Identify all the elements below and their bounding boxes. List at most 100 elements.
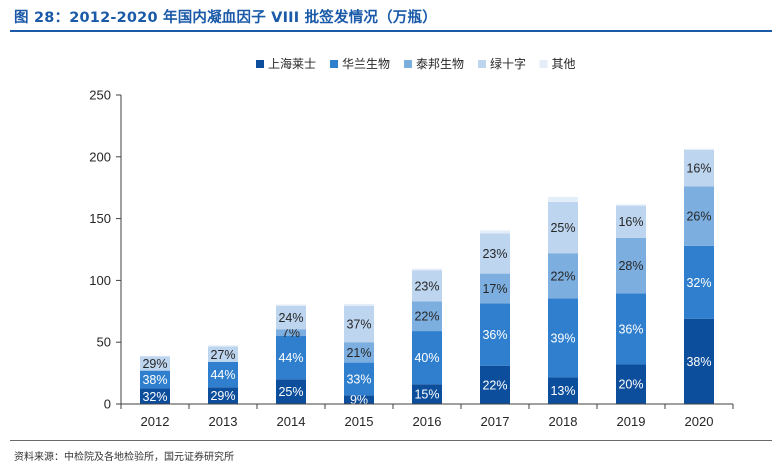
bar-segment bbox=[616, 205, 646, 238]
x-tick-label: 2015 bbox=[345, 414, 374, 429]
source-rule bbox=[10, 440, 772, 441]
bars: 32%38%29%29%44%27%25%44%7%24%9%33%21%37%… bbox=[140, 148, 714, 407]
bar-segment bbox=[548, 196, 578, 202]
data-label: 40% bbox=[414, 351, 439, 365]
x-tick-label: 2013 bbox=[209, 414, 238, 429]
bar-segment bbox=[684, 186, 714, 246]
bar-segment bbox=[616, 237, 646, 294]
bar-segment bbox=[480, 233, 510, 274]
bar-segment bbox=[616, 204, 646, 206]
bar-segment bbox=[684, 318, 714, 404]
data-label: 22% bbox=[482, 378, 507, 392]
data-label: 22% bbox=[550, 269, 575, 283]
bar-segment bbox=[412, 384, 442, 404]
y-tick-label: 200 bbox=[89, 149, 111, 164]
legend-swatch bbox=[330, 60, 338, 68]
bar-segment bbox=[344, 395, 374, 404]
bar-stack-2017: 22% 36% 17% 23% bbox=[480, 230, 510, 404]
y-tick-label: 50 bbox=[97, 335, 111, 350]
bar-segment bbox=[344, 303, 374, 306]
bar-segment bbox=[208, 345, 238, 347]
bar-segment bbox=[480, 230, 510, 234]
bar-segment bbox=[344, 362, 374, 396]
bar-stack-2019: 20% 36% 28% 16% bbox=[616, 204, 646, 404]
y-tick-label: 250 bbox=[89, 88, 111, 103]
bar-segment bbox=[684, 148, 714, 151]
data-label: 38% bbox=[142, 373, 167, 387]
bar-stack-2016: 15% 40% 22% 23% bbox=[412, 268, 442, 404]
x-tick-label: 2019 bbox=[617, 414, 646, 429]
source-note: 资料来源：中检院及各地检验所，国元证券研究所 bbox=[14, 452, 234, 463]
data-label: 32% bbox=[686, 276, 711, 290]
legend-swatch bbox=[256, 60, 264, 68]
bar-segment bbox=[276, 329, 306, 337]
bar-stack-2013: 29% 44% 27% bbox=[208, 345, 238, 404]
x-tick-label: 2014 bbox=[277, 414, 306, 429]
bar-segment bbox=[548, 201, 578, 254]
bar-segment bbox=[412, 301, 442, 332]
bar-segment bbox=[140, 370, 170, 389]
data-label: 28% bbox=[618, 259, 643, 273]
x-tick-label: 2012 bbox=[141, 414, 170, 429]
bar-stack-2020: 38% 32% 26% 16% bbox=[684, 148, 714, 404]
data-label: 32% bbox=[142, 390, 167, 404]
data-label: 21% bbox=[346, 346, 371, 360]
legend: 上海莱士 华兰生物 泰邦生物 绿十字 其他 bbox=[256, 56, 576, 71]
bar-segment bbox=[344, 342, 374, 363]
bar-segment bbox=[480, 273, 510, 304]
data-label: 26% bbox=[686, 210, 711, 224]
legend-label: 其他 bbox=[552, 57, 576, 71]
data-label: 20% bbox=[618, 378, 643, 392]
bar-segment bbox=[616, 364, 646, 404]
bar-stack-2012: 32% 38% 29% bbox=[140, 355, 170, 404]
bar-segment bbox=[276, 336, 306, 380]
data-label: 33% bbox=[346, 372, 371, 386]
data-label: 44% bbox=[278, 351, 303, 365]
bar-segment bbox=[140, 388, 170, 404]
bar-segment bbox=[480, 365, 510, 404]
legend-swatch bbox=[539, 60, 548, 68]
bar-segment bbox=[276, 379, 306, 404]
bar-segment bbox=[548, 298, 578, 378]
data-label: 7% bbox=[282, 326, 300, 340]
x-tick-label: 2018 bbox=[549, 414, 578, 429]
data-label: 27% bbox=[210, 348, 235, 362]
data-label: 13% bbox=[550, 384, 575, 398]
x-tick-label: 2017 bbox=[481, 414, 510, 429]
bar-segment bbox=[208, 361, 238, 388]
data-label: 22% bbox=[414, 310, 439, 324]
bar-segment bbox=[412, 331, 442, 385]
bar-segment bbox=[208, 387, 238, 404]
bar-segment bbox=[548, 253, 578, 299]
bar-segment bbox=[140, 355, 170, 357]
y-tick-label: 150 bbox=[89, 211, 111, 226]
bar-segment bbox=[684, 150, 714, 187]
x-tick-label: 2016 bbox=[413, 414, 442, 429]
data-label: 16% bbox=[686, 162, 711, 176]
data-label: 36% bbox=[618, 322, 643, 336]
bar-segment bbox=[208, 346, 238, 362]
legend-swatch bbox=[478, 60, 486, 68]
bar-segment bbox=[412, 268, 442, 271]
figure-title: 图 28：2012-2020 年国内凝血因子 VIII 批签发情况（万瓶） bbox=[14, 10, 437, 26]
bar-stack-2018: 13% 39% 22% 25% bbox=[548, 196, 578, 404]
bar-segment bbox=[616, 293, 646, 365]
x-axis: 2012 2013 2014 2015 2016 2017 2018 2019 2020 bbox=[120, 403, 734, 429]
bar-segment bbox=[548, 377, 578, 404]
legend-label: 上海莱士 bbox=[268, 56, 316, 71]
legend-label: 华兰生物 bbox=[342, 57, 390, 71]
x-tick-label: 2020 bbox=[685, 414, 714, 429]
y-tick-label: 0 bbox=[104, 397, 111, 412]
data-label: 38% bbox=[686, 355, 711, 369]
title-rule bbox=[10, 30, 772, 32]
data-label: 25% bbox=[278, 385, 303, 399]
legend-label: 泰邦生物 bbox=[416, 57, 464, 71]
bar-segment bbox=[480, 303, 510, 366]
bar-segment bbox=[276, 304, 306, 306]
legend-swatch bbox=[404, 60, 412, 68]
data-label: 23% bbox=[482, 247, 507, 261]
data-label: 15% bbox=[414, 388, 439, 402]
y-tick-label: 100 bbox=[89, 273, 111, 288]
data-label: 29% bbox=[210, 389, 235, 403]
